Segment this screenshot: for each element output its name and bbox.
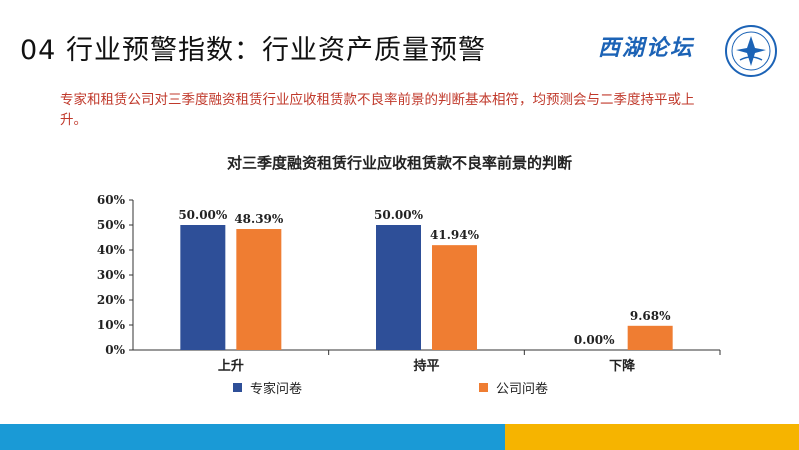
chart-title: 对三季度融资租赁行业应收租赁款不良率前景的判断 [226,154,572,172]
data-label: 9.68% [630,309,671,323]
footer-bar-blue [0,424,505,450]
y-tick-label: 20% [97,293,126,307]
data-label: 50.00% [178,208,228,222]
legend-item-company: 公司问卷 [479,378,548,397]
bar [376,225,421,350]
slide-title: 04 行业预警指数：行业资产质量预警 [20,35,486,66]
legend-label-expert: 专家问卷 [250,382,303,397]
bar [627,325,673,350]
logo: 西湖论坛 [598,24,788,77]
y-tick-label: 10% [97,318,126,332]
data-label: 48.39% [234,212,284,226]
logo-text: 西湖论坛 [598,35,695,61]
data-label: 0.00% [574,333,615,347]
legend-swatch-expert [233,383,242,392]
y-tick-label: 40% [97,243,126,257]
footer-bar-yellow [505,424,799,450]
y-tick-label: 0% [105,343,125,357]
y-tick-label: 30% [97,268,126,282]
seal-icon [725,25,777,77]
bar [432,245,477,350]
summary-text: 专家和租赁公司对三季度融资租赁行业应收租赁款不良率前景的判断基本相符，均预测会与… [60,92,695,128]
bar [236,229,282,350]
legend-item-expert: 专家问卷 [233,378,302,397]
legend-swatch-company [479,383,488,392]
bar-chart: 0% 10% 20% 30% 40% 50% 60% 50.00% 48.39% 上升 50.00%… [97,193,721,374]
x-tick-label: 持平 [413,358,439,374]
bar [180,225,226,350]
x-tick-label: 上升 [218,358,244,374]
x-tick-label: 下降 [609,358,636,374]
y-tick-label: 60% [97,193,126,207]
legend-label-company: 公司问卷 [496,382,549,397]
data-label: 41.94% [430,228,480,242]
y-tick-label: 50% [97,218,126,232]
data-label: 50.00% [374,208,424,222]
